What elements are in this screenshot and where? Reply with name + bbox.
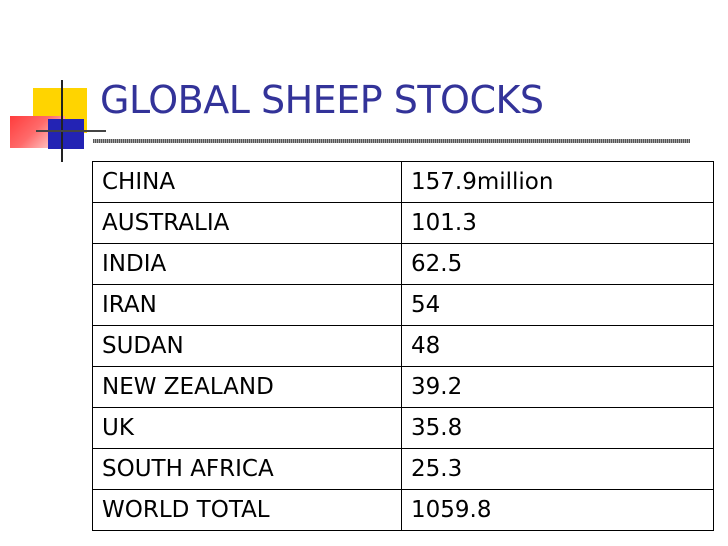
country-cell: NEW ZEALAND	[92, 366, 402, 408]
value-cell: 39.2	[401, 366, 714, 408]
country-cell: UK	[92, 407, 402, 449]
decorative-horizontal-line	[36, 130, 106, 132]
country-cell: SUDAN	[92, 325, 402, 367]
decorative-blue-block	[48, 119, 84, 149]
value-cell: 101.3	[401, 202, 714, 244]
title-underline	[93, 139, 690, 143]
decorative-vertical-line	[61, 80, 63, 162]
slide-title: GLOBAL SHEEP STOCKS	[100, 78, 544, 122]
country-cell: INDIA	[92, 243, 402, 285]
table-row: INDIA 62.5	[92, 243, 714, 285]
country-cell: SOUTH AFRICA	[92, 448, 402, 490]
country-cell: WORLD TOTAL	[92, 489, 402, 531]
table-row: AUSTRALIA 101.3	[92, 202, 714, 244]
value-cell: 35.8	[401, 407, 714, 449]
table-row: IRAN 54	[92, 284, 714, 326]
value-cell: 1059.8	[401, 489, 714, 531]
country-cell: CHINA	[92, 161, 402, 203]
country-cell: AUSTRALIA	[92, 202, 402, 244]
table-row: CHINA 157.9million	[92, 161, 714, 203]
value-cell: 25.3	[401, 448, 714, 490]
sheep-stocks-table: CHINA 157.9million AUSTRALIA 101.3 INDIA…	[92, 161, 714, 531]
table-row: WORLD TOTAL 1059.8	[92, 489, 714, 531]
value-cell: 48	[401, 325, 714, 367]
country-cell: IRAN	[92, 284, 402, 326]
table-row: NEW ZEALAND 39.2	[92, 366, 714, 408]
table-row: SOUTH AFRICA 25.3	[92, 448, 714, 490]
table-row: UK 35.8	[92, 407, 714, 449]
value-cell: 54	[401, 284, 714, 326]
table-row: SUDAN 48	[92, 325, 714, 367]
value-cell: 62.5	[401, 243, 714, 285]
value-cell: 157.9million	[401, 161, 714, 203]
